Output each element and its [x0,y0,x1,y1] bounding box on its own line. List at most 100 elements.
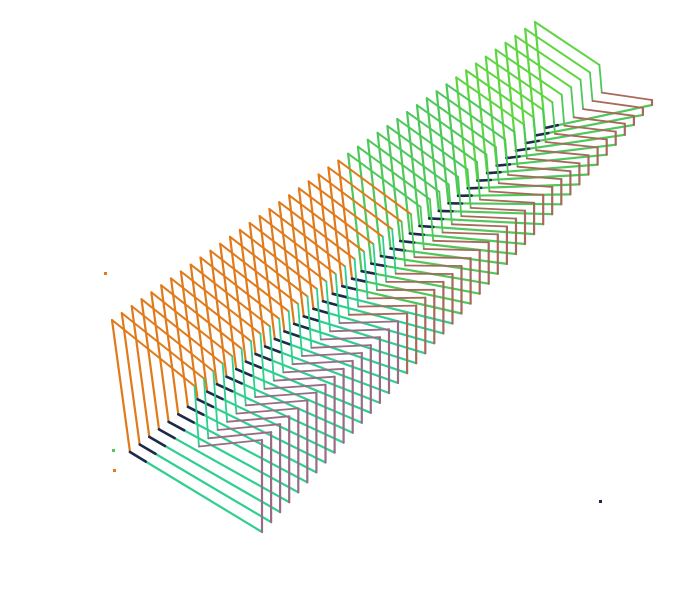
frame-corner-accent [312,307,330,315]
frame-floor-edge [283,330,409,375]
frame-top-edge [504,41,573,89]
frame-corner-accent [350,277,368,284]
frame-left-vertical [474,62,489,175]
frame-corner-accent [369,262,387,268]
frame-top-edge [238,228,318,290]
stray-dot [112,449,115,452]
frame-inner-vertical [372,243,378,292]
frame-right-slant [488,190,545,196]
frame-inner-vertical [560,93,566,127]
frame-right-slant [516,165,572,173]
frame-floor-edge [167,420,300,494]
frame-inner-vertical [315,287,322,341]
stray-dot [104,272,107,275]
frame-floor-edge [350,277,472,305]
frame-corner-accent [157,428,176,440]
frame-inner-vertical [485,153,491,193]
frame-inner-vertical [297,302,303,357]
frame-inner-vertical [513,131,519,168]
frame-corner-accent [302,315,320,323]
wire-frame [169,277,318,474]
frame-left-vertical [317,173,334,295]
frame-inner-vertical [504,138,510,176]
frame-top-edge [179,270,262,335]
frame-top-edge [386,125,460,178]
frame-right-slant [301,352,363,357]
frame-corner-accent [138,443,157,456]
frame-right-slant [216,423,282,431]
frame-top-edge [514,34,582,81]
frame-corner-accent [514,147,531,152]
frame-inner-vertical [476,161,481,201]
wire-frame [160,284,309,484]
frame-right-slant [526,157,581,165]
frame-left-vertical [386,124,402,243]
frame-floor-edge [138,443,273,524]
frame-corner-accent [379,254,397,260]
frame-inner-vertical [325,280,332,333]
frame-corner-accent [340,284,358,291]
frame-floor-edge [177,413,309,484]
frame-inner-vertical [240,347,247,407]
frame-right-slant [207,431,273,440]
frame-right-slant [479,198,535,204]
frame-left-vertical [356,145,373,265]
frame-floor-edge [225,375,354,434]
frame-floor-edge [312,307,436,345]
frame-right-slant [544,141,599,149]
frame-right-slant [282,367,345,374]
frame-left-vertical [337,159,354,280]
frame-top-edge [534,21,601,66]
frame-left-vertical [209,249,228,378]
stray-dot [599,500,602,503]
wire-frame [307,180,445,335]
frame-right-slant [422,248,481,252]
frame-top-edge [268,208,347,268]
frame-left-vertical [435,90,450,205]
frame-left-vertical [238,228,257,356]
frame-right-slant [198,439,263,448]
frame-inner-vertical [353,258,360,308]
frame-top-edge [307,180,384,238]
frame-left-vertical [268,208,286,333]
frame-inner-vertical [268,325,275,382]
frame-top-edge [140,298,224,365]
frame-inner-vertical [551,101,556,135]
frame-floor-edge [293,322,418,365]
frame-left-vertical [327,166,344,288]
frame-right-slant [441,231,499,236]
wire-frame [376,131,508,265]
frame-top-edge [524,27,591,74]
frame-corner-accent [533,131,550,137]
wire-frame [317,173,454,325]
frame-left-vertical [219,242,238,371]
frame-left-vertical [189,263,209,393]
frame-top-edge [288,194,365,253]
frame-left-vertical [307,180,325,303]
frame-inner-vertical [438,190,444,234]
frame-right-slant [460,215,517,220]
frame-top-edge [209,249,290,313]
frame-top-edge [111,319,196,387]
frame-inner-vertical [381,235,388,283]
frame-top-edge [229,235,309,298]
frame-right-slant [347,312,409,316]
frame-floor-edge [235,368,363,424]
frame-left-vertical [445,83,460,197]
frame-left-vertical [376,131,392,250]
frame-left-vertical [228,235,247,363]
wire-frame [297,187,436,345]
frame-corner-accent [283,330,301,338]
frame-top-edge [347,152,422,208]
frame-top-edge [494,48,563,96]
frame-floor-edge [215,383,345,444]
frame-left-vertical [288,194,305,318]
frame-right-slant [319,336,381,341]
wire-frame [199,256,345,444]
frame-floor-edge [389,247,508,265]
frame-top-edge [317,173,394,231]
frame-left-vertical [179,270,199,401]
wire-frame [110,318,264,534]
frame-corner-accent [263,345,282,354]
frames-front-group [110,173,454,534]
